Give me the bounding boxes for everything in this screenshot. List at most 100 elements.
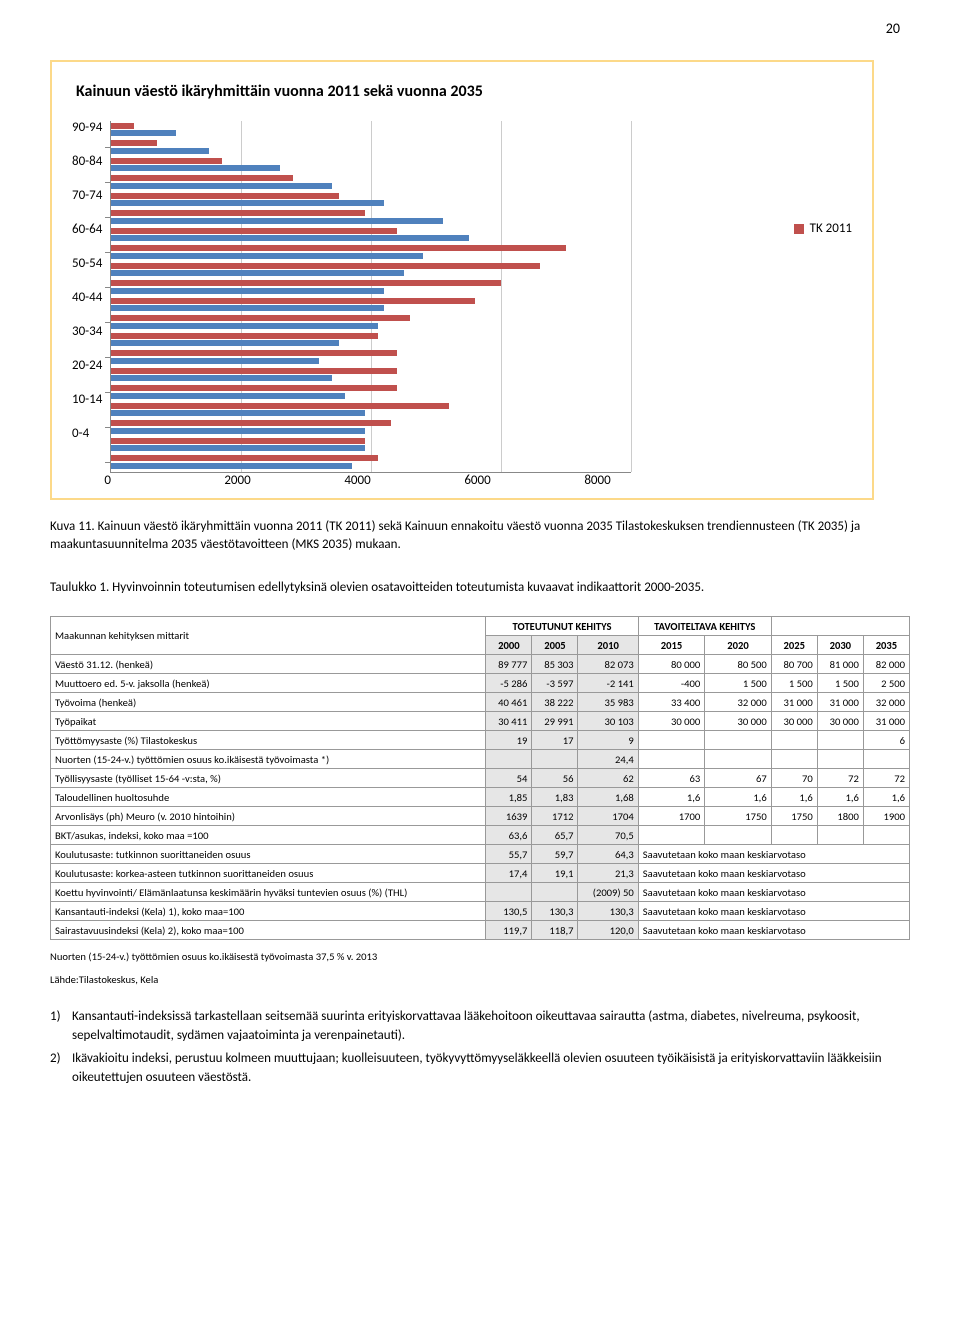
table-cell: -400: [638, 674, 704, 693]
table-cell: 1 500: [817, 674, 863, 693]
table-cell: Maakunnan kehityksen mittarit: [51, 617, 486, 655]
page-number: 20: [886, 20, 900, 37]
table-cell: 2010: [578, 636, 638, 655]
table-row: Työpaikat30 41129 99130 10330 00030 0003…: [51, 712, 910, 731]
table-cell: [486, 883, 532, 902]
table-cell: 1712: [532, 807, 578, 826]
table-cell: 30 000: [771, 712, 817, 731]
table-cell: 63,6: [486, 826, 532, 845]
table-row: Muuttoero ed. 5-v. jaksolla (henkeä)-5 2…: [51, 674, 910, 693]
table-cell: [705, 750, 771, 769]
table-row: Kansantauti-indeksi (Kela) 1), koko maa=…: [51, 902, 910, 921]
bar-row: [111, 157, 631, 174]
bar-2035: [111, 200, 384, 206]
table-cell: 31 000: [817, 693, 863, 712]
table-cell: 30 000: [817, 712, 863, 731]
table-cell: [817, 826, 863, 845]
table-cell: 80 500: [705, 655, 771, 674]
chart-body: 0-410-1420-2430-3440-4450-5460-6470-7480…: [72, 121, 852, 488]
bar-2011: [111, 193, 339, 199]
indicators-table: Maakunnan kehityksen mittaritTOTEUTUNUT …: [50, 616, 910, 940]
table-cell: 9: [578, 731, 638, 750]
y-tick-label: 60-64: [72, 213, 102, 247]
table-cell: [771, 731, 817, 750]
table-cell: [638, 731, 704, 750]
y-tick-label: 0-4: [72, 417, 102, 451]
footnote-text: Ikävakioitu indeksi, perustuu kolmeen mu…: [72, 1050, 910, 1088]
bar-row: [111, 122, 631, 139]
chart-title: Kainuun väestö ikäryhmittäin vuonna 2011…: [76, 82, 852, 101]
table-row: Työttömyysaste (%) Tilastokeskus191796: [51, 731, 910, 750]
y-axis-labels: 0-410-1420-2430-3440-4450-5460-6470-7480…: [72, 111, 110, 451]
table-cell: -5 286: [486, 674, 532, 693]
footnote-text: Kansantauti-indeksissä tarkastellaan sei…: [72, 1008, 910, 1046]
table-cell: 55,7: [486, 845, 532, 864]
table-cell: 80 700: [771, 655, 817, 674]
table-cell: 130,5: [486, 902, 532, 921]
table-cell: 1,6: [705, 788, 771, 807]
table-cell: TOTEUTUNUT KEHITYS: [486, 617, 638, 636]
table-row: BKT/asukas, indeksi, koko maa =10063,665…: [51, 826, 910, 845]
table-cell: 2030: [817, 636, 863, 655]
table-cell: 1800: [817, 807, 863, 826]
table-cell: 82 000: [863, 655, 909, 674]
bar-2011: [111, 123, 134, 129]
bar-row: [111, 332, 631, 349]
bar-2011: [111, 420, 391, 426]
table-cell: (2009) 50: [578, 883, 638, 902]
bar-row: [111, 139, 631, 156]
bar-2011: [111, 315, 410, 321]
table-cell: Saavutetaan koko maan keskiarvotaso: [638, 845, 909, 864]
table-cell: 2005: [532, 636, 578, 655]
bar-2011: [111, 368, 397, 374]
bar-row: [111, 297, 631, 314]
x-axis-labels: 02000400060008000: [110, 473, 765, 488]
table-cell: 1750: [705, 807, 771, 826]
bar-row: [111, 419, 631, 436]
y-tick-label: 70-74: [72, 179, 102, 213]
bar-2035: [111, 130, 176, 136]
footnote: 2)Ikävakioitu indeksi, perustuu kolmeen …: [50, 1050, 910, 1088]
table-cell: 56: [532, 769, 578, 788]
bar-2035: [111, 235, 469, 241]
y-tick-label: 20-24: [72, 349, 102, 383]
table-cell: 2015: [638, 636, 704, 655]
table-row: Arvonlisäys (ph) Meuro (v. 2010 hintoihi…: [51, 807, 910, 826]
table-row: Koulutusaste: korkea-asteen tutkinnon su…: [51, 864, 910, 883]
bar-row: [111, 314, 631, 331]
bar-2035: [111, 253, 423, 259]
table-row: Työvoima (henkeä)40 46138 22235 98333 40…: [51, 693, 910, 712]
table-cell: 2035: [863, 636, 909, 655]
bar-2011: [111, 263, 540, 269]
table-cell: Saavutetaan koko maan keskiarvotaso: [638, 902, 909, 921]
table-cell: BKT/asukas, indeksi, koko maa =100: [51, 826, 486, 845]
table-cell: 59,7: [532, 845, 578, 864]
table-cell: 130,3: [532, 902, 578, 921]
bar-2011: [111, 175, 293, 181]
legend-swatch: [794, 224, 804, 234]
bar-2035: [111, 165, 280, 171]
bar-2011: [111, 403, 449, 409]
table-cell: 1900: [863, 807, 909, 826]
table-cell: [705, 826, 771, 845]
bar-2035: [111, 340, 339, 346]
bar-2035: [111, 375, 332, 381]
grid-line: [631, 121, 632, 472]
table-cell: 64,3: [578, 845, 638, 864]
bar-row: [111, 262, 631, 279]
table-cell: Koulutusaste: korkea-asteen tutkinnon su…: [51, 864, 486, 883]
table-cell: 40 461: [486, 693, 532, 712]
bar-2011: [111, 298, 475, 304]
bar-2035: [111, 445, 365, 451]
bar-row: [111, 279, 631, 296]
table-cell: Nuorten (15-24-v.) työttömien osuus ko.i…: [51, 750, 486, 769]
table-cell: 1700: [638, 807, 704, 826]
x-tick-label: 2000: [224, 473, 354, 488]
bar-2035: [111, 183, 332, 189]
chart-legend: TK 2011: [794, 221, 852, 242]
table-cell: 1 500: [705, 674, 771, 693]
table-cell: 63: [638, 769, 704, 788]
bar-2035: [111, 358, 319, 364]
table-cell: [486, 750, 532, 769]
figure-caption: Kuva 11. Kainuun väestö ikäryhmittäin vu…: [50, 518, 910, 556]
